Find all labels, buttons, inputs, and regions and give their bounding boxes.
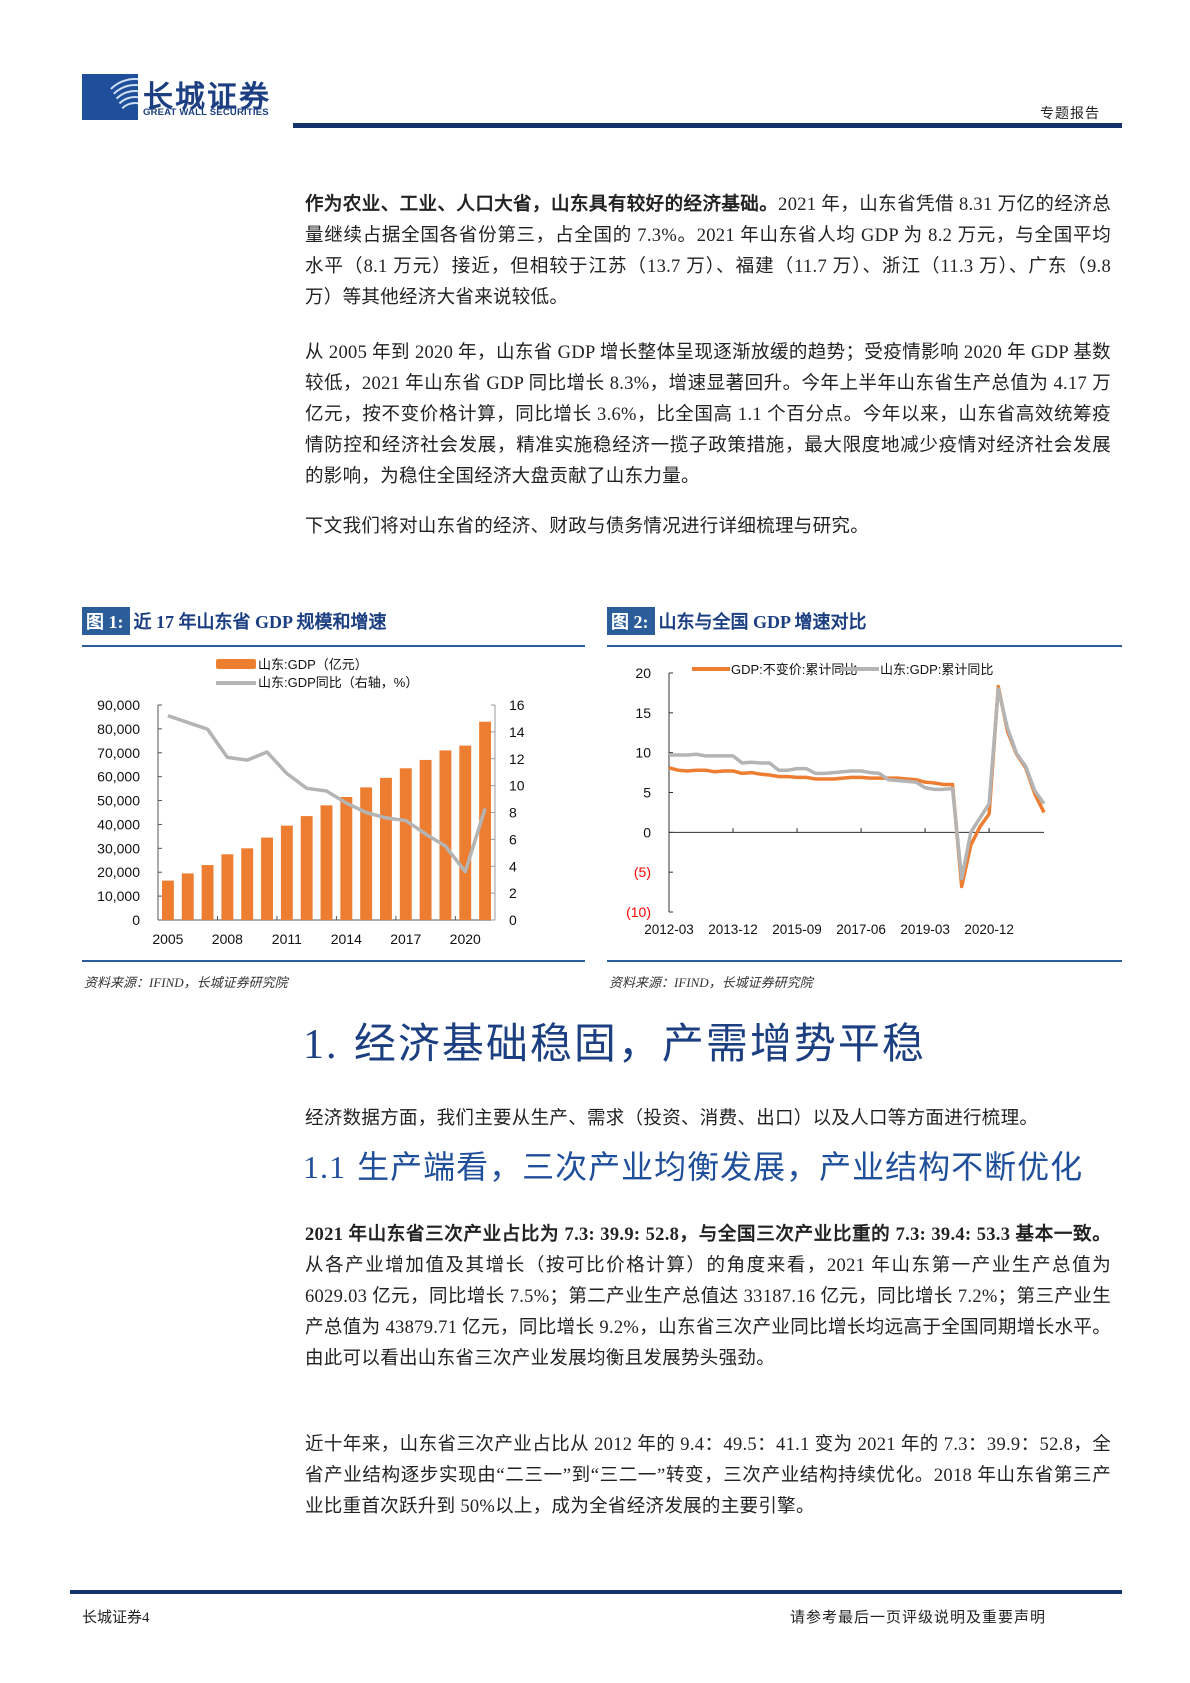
svg-text:60,000: 60,000	[97, 769, 140, 785]
svg-text:12: 12	[509, 751, 525, 767]
svg-text:山东:GDP:累计同比: 山东:GDP:累计同比	[880, 662, 993, 677]
figure-2-source: 资料来源：IFIND，长城证券研究院	[609, 975, 813, 990]
header-divider	[293, 123, 1122, 128]
svg-text:10: 10	[635, 745, 651, 761]
svg-text:2017: 2017	[390, 931, 421, 947]
section-1-intro: 经济数据方面，我们主要从生产、需求（投资、消费、出口）以及人口等方面进行梳理。	[305, 1109, 1039, 1129]
section-1-1-paragraph-1: 2021 年山东省三次产业占比为 7.3: 39.9: 52.8，与全国三次产业…	[305, 1220, 1111, 1375]
figure-1-source: 资料来源：IFIND，长城证券研究院	[84, 975, 288, 990]
logo-mark-icon	[82, 74, 138, 120]
svg-text:70,000: 70,000	[97, 745, 140, 761]
svg-text:4: 4	[509, 858, 517, 874]
section-1-heading: 1. 经济基础稳固，产需增势平稳	[303, 1010, 926, 1071]
section-1-1-paragraph-2: 近十年来，山东省三次产业占比从 2012 年的 9.4：49.5：41.1 变为…	[305, 1435, 1111, 1517]
section-1-number: 1.	[303, 1022, 339, 1068]
svg-text:50,000: 50,000	[97, 793, 140, 809]
svg-text:2020-12: 2020-12	[964, 922, 1014, 937]
intro-paragraph-2: 从 2005 年到 2020 年，山东省 GDP 增长整体呈现逐渐放缓的趋势；受…	[305, 343, 1111, 487]
svg-text:GDP:不变价:累计同比: GDP:不变价:累计同比	[731, 662, 857, 677]
svg-text:2020: 2020	[450, 931, 481, 947]
svg-text:山东:GDP（亿元）: 山东:GDP（亿元）	[258, 657, 368, 672]
svg-text:(10): (10)	[626, 904, 651, 920]
svg-text:2008: 2008	[212, 931, 243, 947]
svg-text:6: 6	[509, 831, 517, 847]
figure-2-title: 图 2: 山东与全国 GDP 增速对比	[607, 607, 867, 635]
section-1-1-number: 1.1	[303, 1149, 346, 1185]
section-1-title: 经济基础稳固，产需增势平稳	[353, 1019, 926, 1068]
figure-1-tag: 图 1:	[82, 607, 130, 635]
intro-paragraph-1-body: 2021 年，山东省凭借 8.31 万亿的经济总量继续占据全国各省份第三，占全国…	[305, 195, 1111, 308]
svg-text:20: 20	[635, 665, 651, 681]
footer-page-label: 长城证券4	[82, 1610, 150, 1626]
figure-1-caption: 近 17 年山东省 GDP 规模和增速	[133, 612, 387, 632]
svg-text:2: 2	[509, 885, 517, 901]
svg-text:2013-12: 2013-12	[708, 922, 758, 937]
svg-text:10,000: 10,000	[97, 888, 140, 904]
svg-text:2015-09: 2015-09	[772, 922, 822, 937]
section-1-1-paragraph-1-lead: 2021 年山东省三次产业占比为 7.3: 39.9: 52.8，与全国三次产业…	[305, 1225, 1111, 1245]
section-1-1-paragraph-1-body: 从各产业增加值及其增长（按可比价格计算）的角度来看，2021 年山东第一产业生产…	[305, 1256, 1111, 1369]
section-1-1-heading: 1.1 生产端看，三次产业均衡发展，产业结构不断优化	[303, 1142, 1083, 1188]
svg-text:0: 0	[509, 912, 517, 928]
footer-divider	[70, 1590, 1122, 1594]
figure-2-tag: 图 2:	[607, 607, 655, 635]
svg-text:10: 10	[509, 778, 525, 794]
intro-paragraph-3: 下文我们将对山东省的经济、财政与债务情况进行详细梳理与研究。	[305, 517, 870, 537]
svg-text:2005: 2005	[152, 931, 183, 947]
svg-text:16: 16	[509, 697, 525, 713]
intro-paragraph-1: 作为农业、工业、人口大省，山东具有较好的经济基础。2021 年，山东省凭借 8.…	[305, 190, 1111, 314]
svg-text:20,000: 20,000	[97, 864, 140, 880]
figure-2-bottom-rule	[607, 960, 1122, 962]
gdp-growth-comparison-chart: (10) (5) 0 5 10 15 20 2012-03 2013-12 2015-09 2017…	[626, 662, 1046, 937]
figure-2-rule	[607, 645, 1122, 647]
svg-text:15: 15	[635, 705, 651, 721]
svg-text:0: 0	[132, 912, 140, 928]
figure-2-caption: 山东与全国 GDP 增速对比	[658, 612, 867, 632]
svg-text:40,000: 40,000	[97, 816, 140, 832]
figure-1-bottom-rule	[82, 960, 585, 962]
svg-text:8: 8	[509, 805, 517, 821]
svg-text:0: 0	[643, 824, 651, 840]
figure-1-rule	[82, 645, 585, 647]
figure-2-chart: (10) (5) 0 5 10 15 20 2012-03 2013-12 2015-09 2017…	[626, 662, 1046, 937]
logo-text-en: GREAT WALL SECURITIES	[143, 107, 269, 118]
svg-text:2017-06: 2017-06	[836, 922, 886, 937]
svg-text:(5): (5)	[634, 864, 651, 880]
svg-text:5: 5	[643, 785, 651, 801]
figure-1-chart: 0 10,000 20,000 30,000 40,000 50,000 60,000 70,…	[97, 657, 525, 947]
svg-text:2014: 2014	[331, 931, 362, 947]
logo-text-cn: 长城证券	[143, 80, 271, 115]
svg-text:2019-03: 2019-03	[900, 922, 950, 937]
report-type-label: 专题报告	[1040, 107, 1100, 122]
svg-text:2012-03: 2012-03	[644, 922, 694, 937]
svg-text:2011: 2011	[272, 931, 302, 947]
svg-text:14: 14	[509, 724, 525, 740]
intro-paragraph-1-lead: 作为农业、工业、人口大省，山东具有较好的经济基础。	[305, 195, 779, 215]
footer-disclaimer: 请参考最后一页评级说明及重要声明	[790, 1610, 1047, 1626]
svg-text:30,000: 30,000	[97, 840, 140, 856]
figure-1-title: 图 1: 近 17 年山东省 GDP 规模和增速	[82, 607, 387, 635]
section-1-1-title: 生产端看，三次产业均衡发展，产业结构不断优化	[357, 1148, 1084, 1186]
svg-text:80,000: 80,000	[97, 721, 140, 737]
svg-text:山东:GDP同比（右轴，%）: 山东:GDP同比（右轴，%）	[258, 675, 418, 690]
svg-text:90,000: 90,000	[97, 697, 140, 713]
gdp-bar-line-chart: 0 10,000 20,000 30,000 40,000 50,000 60,000 70,…	[97, 657, 525, 947]
